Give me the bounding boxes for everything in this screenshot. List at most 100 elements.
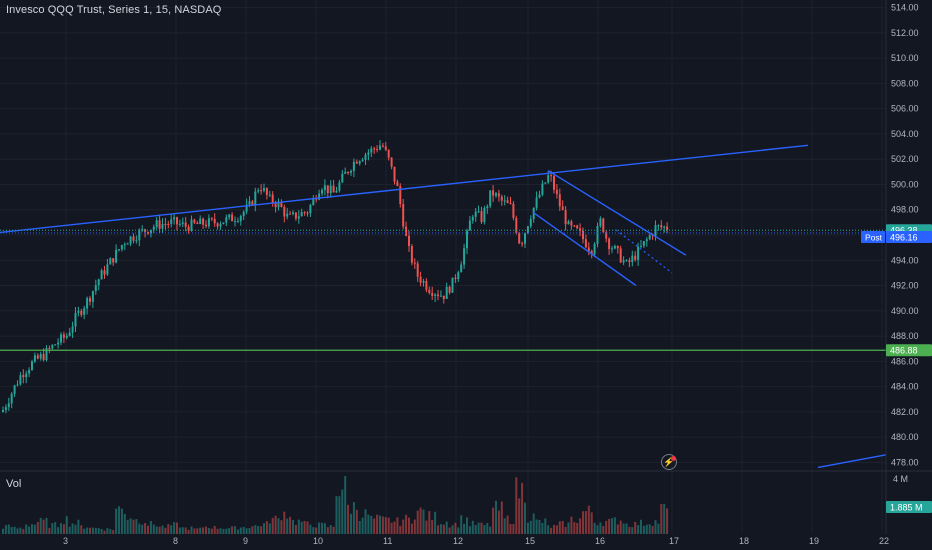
candle-body	[326, 185, 329, 194]
x-tick-label: 12	[453, 536, 463, 546]
volume-bar	[561, 520, 564, 534]
volume-bar	[541, 522, 544, 534]
volume-bar	[202, 527, 205, 534]
candle-body	[164, 223, 167, 225]
volume-bar	[547, 525, 550, 534]
candle-body	[480, 211, 483, 223]
volume-bar	[416, 510, 419, 534]
volume-bar	[83, 528, 86, 534]
volume-bar	[582, 511, 584, 534]
candle-body	[431, 292, 434, 296]
candle-body	[640, 245, 642, 247]
x-tick-label: 9	[243, 536, 248, 546]
volume-bar	[335, 496, 338, 534]
candle-body	[22, 375, 25, 378]
channel-lower-line	[532, 211, 637, 287]
candle-body	[660, 225, 663, 228]
volume-bar	[7, 524, 10, 534]
volume-bar	[657, 523, 660, 534]
candle-body	[376, 148, 379, 150]
candle-body	[54, 344, 57, 346]
volume-bar	[326, 527, 329, 534]
candle-body	[144, 229, 147, 232]
volume-current-badge: 1.885 M	[890, 503, 923, 513]
volume-bar	[60, 523, 62, 534]
candle-body	[352, 161, 355, 172]
volume-bar	[315, 527, 318, 534]
candle-body	[271, 194, 274, 204]
volume-bar	[457, 527, 460, 534]
candle-body	[642, 241, 645, 246]
candle-body	[45, 348, 48, 360]
candle-body	[170, 219, 173, 225]
volume-bar	[613, 517, 616, 534]
volume-bar	[210, 528, 213, 534]
candle-body	[207, 218, 210, 227]
candle-body	[457, 272, 460, 279]
candle-body	[283, 206, 286, 217]
volume-bar	[45, 517, 48, 534]
volume-bar	[364, 509, 367, 534]
volume-bar	[477, 522, 480, 534]
candle-body	[132, 236, 135, 241]
candle-body	[39, 353, 42, 359]
volume-bar	[564, 526, 567, 534]
volume-bar	[164, 527, 167, 534]
trendline-upper	[0, 144, 809, 234]
y-tick-label: 492.00	[891, 281, 919, 291]
volume-bar	[178, 527, 181, 534]
candle-body	[57, 342, 60, 345]
volume-bar	[248, 528, 251, 534]
volume-bar	[608, 518, 611, 534]
volume-bar	[19, 527, 22, 534]
channel-upper-line	[547, 169, 687, 256]
candle-body	[31, 361, 33, 370]
volume-bar	[149, 520, 152, 534]
candle-body	[33, 355, 36, 362]
volume-bar	[225, 528, 228, 534]
candle-body	[294, 212, 297, 219]
volume-bar	[524, 502, 526, 534]
candle-body	[373, 148, 376, 150]
volume-bar	[323, 523, 326, 534]
trendline-lower	[817, 454, 887, 469]
y-tick-label: 498.00	[891, 205, 919, 215]
volume-bar	[367, 514, 370, 534]
volume-bar	[332, 526, 335, 534]
candle-body	[210, 218, 213, 220]
y-tick-label: 488.00	[891, 331, 919, 341]
candle-body	[323, 185, 326, 190]
volume-bar	[318, 522, 321, 534]
candle-body	[416, 263, 419, 277]
lightning-icon[interactable]: ⚡	[661, 454, 677, 470]
candle-body	[149, 229, 152, 234]
volume-bar	[555, 525, 558, 534]
candle-body	[500, 196, 503, 201]
volume-bar	[260, 526, 263, 534]
candle-body	[234, 221, 236, 223]
volume-bar	[48, 528, 51, 534]
volume-bar	[236, 529, 239, 534]
candle-body	[550, 175, 553, 177]
volume-bar	[628, 526, 631, 534]
volume-bar	[103, 530, 106, 534]
volume-bar	[596, 525, 599, 534]
candle-body	[193, 219, 196, 223]
volume-bar	[535, 519, 538, 534]
volume-bar	[216, 528, 219, 534]
candle-body	[506, 200, 509, 204]
volume-bar	[16, 528, 19, 534]
volume-bar	[544, 518, 547, 534]
volume-bar	[33, 524, 36, 534]
volume-bar	[4, 525, 7, 534]
candle-body	[158, 220, 161, 229]
volume-bar	[358, 520, 361, 534]
volume-bar	[77, 519, 80, 534]
volume-bar	[605, 520, 608, 534]
volume-bar	[387, 517, 390, 534]
candle-body	[62, 334, 65, 338]
volume-bar	[283, 511, 286, 534]
volume-bar	[173, 522, 176, 534]
volume-bar	[480, 522, 483, 534]
